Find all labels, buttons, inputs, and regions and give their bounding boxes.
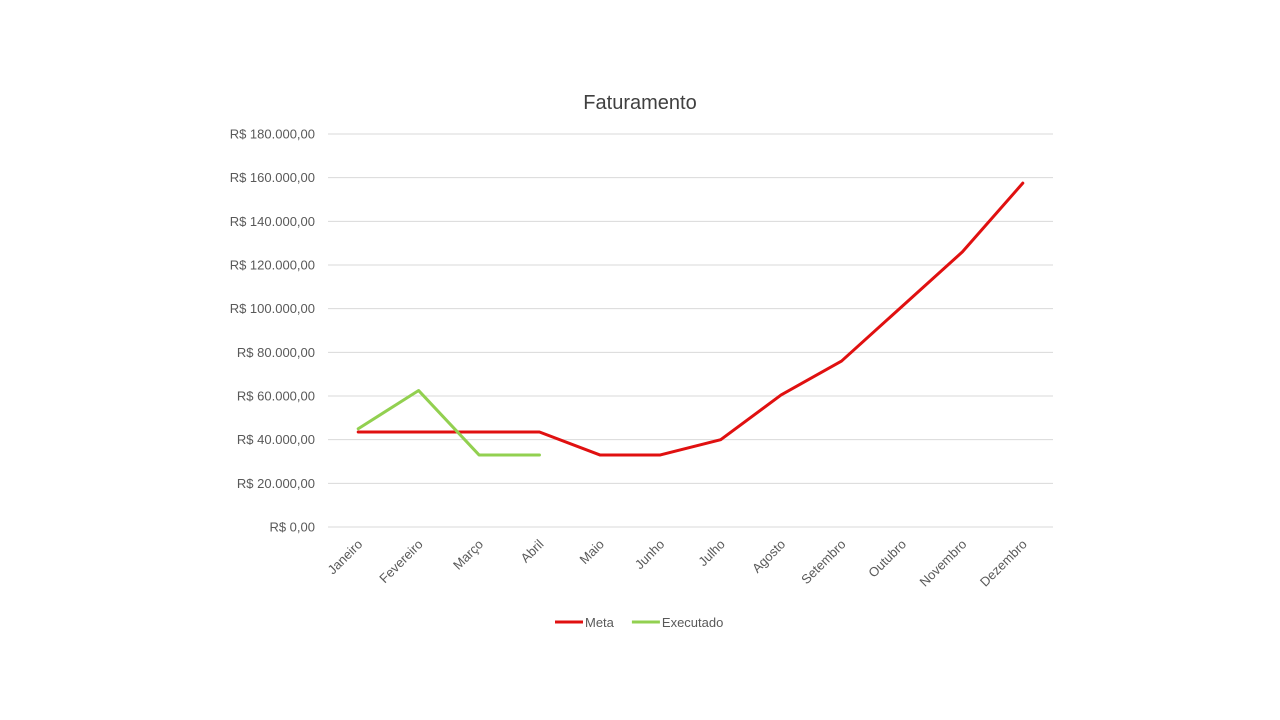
y-tick-label: R$ 140.000,00	[230, 214, 315, 229]
series	[356, 181, 1025, 457]
gridlines	[328, 133, 1053, 528]
y-tick-label: R$ 180.000,00	[230, 127, 315, 142]
series-line-meta	[356, 181, 1025, 457]
y-tick-label: R$ 0,00	[269, 520, 315, 535]
legend: Meta Executado	[555, 615, 723, 630]
x-tick-label: Julho	[695, 537, 728, 570]
legend-label: Executado	[662, 615, 723, 630]
y-axis-ticks: R$ 0,00 R$ 20.000,00 R$ 40.000,00 R$ 60.000…	[230, 127, 315, 535]
chart-title: Faturamento	[583, 92, 696, 114]
y-tick-label: R$ 120.000,00	[230, 258, 315, 273]
y-tick-label: R$ 20.000,00	[237, 476, 315, 491]
x-tick-label: Agosto	[749, 537, 788, 576]
x-tick-label: Setembro	[798, 537, 848, 587]
x-tick-label: Outubro	[865, 537, 909, 581]
x-tick-label: Abril	[518, 536, 547, 565]
series-line-executado	[356, 389, 541, 457]
x-tick-label: Janeiro	[325, 537, 366, 578]
x-tick-label: Junho	[632, 537, 668, 573]
x-axis-ticks: Janeiro Fevereiro Março Abril Maio Junho Julho…	[325, 536, 1030, 589]
x-tick-label: Fevereiro	[376, 537, 425, 586]
x-tick-label: Maio	[576, 537, 607, 568]
x-tick-label: Novembro	[916, 537, 969, 590]
y-tick-label: R$ 40.000,00	[237, 432, 315, 447]
y-tick-label: R$ 160.000,00	[230, 170, 315, 185]
x-tick-label: Dezembro	[977, 537, 1030, 590]
legend-label: Meta	[585, 615, 615, 630]
y-tick-label: R$ 60.000,00	[237, 389, 315, 404]
y-tick-label: R$ 100.000,00	[230, 301, 315, 316]
y-tick-label: R$ 80.000,00	[237, 345, 315, 360]
x-tick-label: Março	[450, 537, 486, 573]
